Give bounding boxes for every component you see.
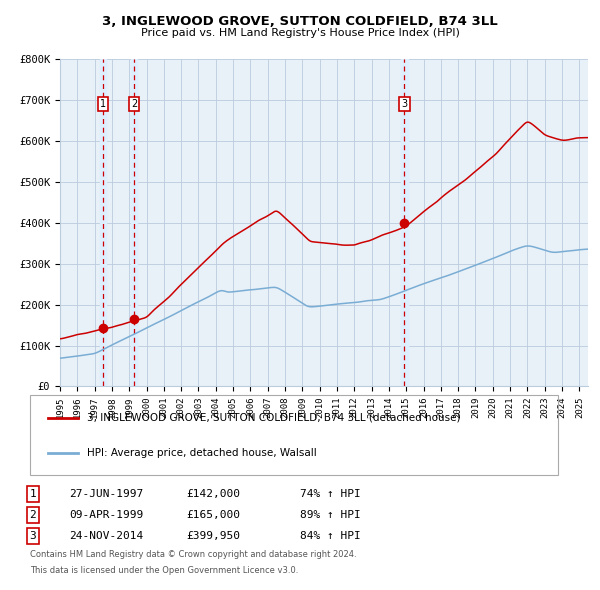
Text: 3, INGLEWOOD GROVE, SUTTON COLDFIELD, B74 3LL (detached house): 3, INGLEWOOD GROVE, SUTTON COLDFIELD, B7… xyxy=(87,412,461,422)
Text: 1: 1 xyxy=(29,489,37,499)
Text: £142,000: £142,000 xyxy=(186,489,240,499)
Text: 24-NOV-2014: 24-NOV-2014 xyxy=(69,532,143,541)
Text: £399,950: £399,950 xyxy=(186,532,240,541)
Text: 84% ↑ HPI: 84% ↑ HPI xyxy=(300,532,361,541)
Text: Price paid vs. HM Land Registry's House Price Index (HPI): Price paid vs. HM Land Registry's House … xyxy=(140,28,460,38)
Text: 3, INGLEWOOD GROVE, SUTTON COLDFIELD, B74 3LL: 3, INGLEWOOD GROVE, SUTTON COLDFIELD, B7… xyxy=(102,15,498,28)
Bar xyxy=(401,59,407,386)
Text: 89% ↑ HPI: 89% ↑ HPI xyxy=(300,510,361,520)
Text: Contains HM Land Registry data © Crown copyright and database right 2024.: Contains HM Land Registry data © Crown c… xyxy=(30,550,356,559)
Text: 2: 2 xyxy=(131,99,137,109)
Text: 3: 3 xyxy=(401,99,407,109)
Bar xyxy=(131,59,137,386)
Text: 1: 1 xyxy=(100,99,106,109)
Bar xyxy=(100,59,106,386)
Text: £165,000: £165,000 xyxy=(186,510,240,520)
Text: 74% ↑ HPI: 74% ↑ HPI xyxy=(300,489,361,499)
Text: 27-JUN-1997: 27-JUN-1997 xyxy=(69,489,143,499)
Text: 3: 3 xyxy=(29,532,37,541)
Text: HPI: Average price, detached house, Walsall: HPI: Average price, detached house, Wals… xyxy=(87,448,317,458)
Text: This data is licensed under the Open Government Licence v3.0.: This data is licensed under the Open Gov… xyxy=(30,566,298,575)
Text: 09-APR-1999: 09-APR-1999 xyxy=(69,510,143,520)
Text: 2: 2 xyxy=(29,510,37,520)
